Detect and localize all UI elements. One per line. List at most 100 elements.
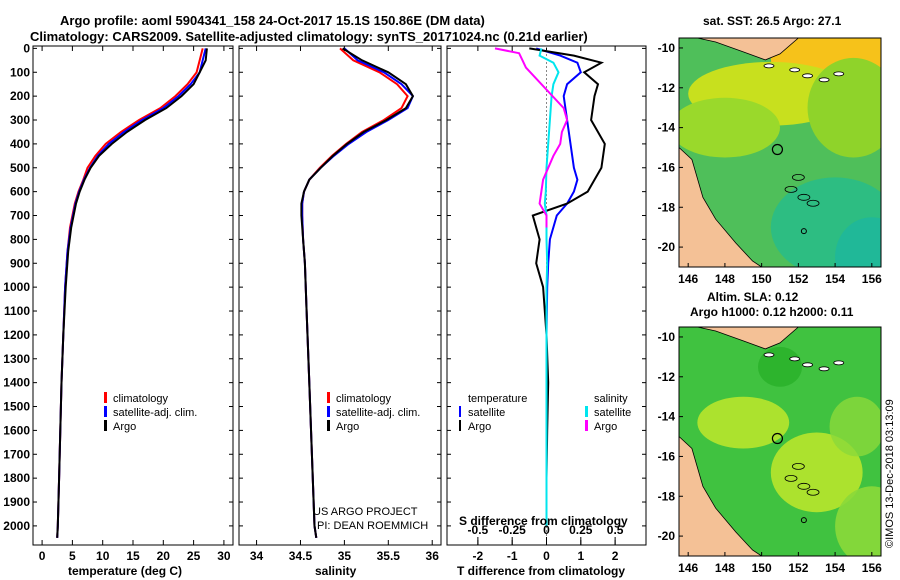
map-frame bbox=[678, 326, 882, 557]
lat-tick-label: -20 bbox=[658, 240, 676, 254]
series-line bbox=[56, 48, 208, 538]
depth-label: 0 bbox=[23, 41, 30, 55]
reef-outline bbox=[806, 199, 820, 207]
legend-swatch-climatology bbox=[327, 392, 330, 403]
depth-label: 200 bbox=[10, 89, 30, 103]
x-tick-label: 30 bbox=[217, 549, 231, 563]
depth-label: 400 bbox=[10, 137, 30, 151]
temperature-panel: 0 5 10 15 20 25 30 bbox=[32, 45, 234, 563]
imos-watermark: ©IMOS 13-Dec-2018 03:13:09 bbox=[884, 399, 896, 548]
s-tick-label: 0 bbox=[543, 523, 550, 537]
x-tick-label: 34 bbox=[250, 549, 264, 563]
island bbox=[789, 356, 801, 362]
island bbox=[802, 73, 813, 79]
land-australia bbox=[679, 435, 763, 556]
lat-tick-label: -10 bbox=[658, 41, 676, 55]
island bbox=[763, 63, 775, 69]
s-tick-label: -0.25 bbox=[499, 523, 527, 537]
x-tick-label: 34.5 bbox=[289, 549, 313, 563]
legend-label-t-argo: Argo bbox=[468, 421, 491, 433]
depth-label: 100 bbox=[10, 65, 30, 79]
s-tick-label: 0.25 bbox=[569, 523, 593, 537]
series-line bbox=[538, 48, 560, 526]
depth-label: 900 bbox=[10, 256, 30, 270]
lon-tick-label: 148 bbox=[715, 272, 735, 286]
reef-outline bbox=[784, 185, 798, 193]
legend-swatch-argo bbox=[104, 420, 107, 431]
minor-marker bbox=[800, 228, 807, 235]
depth-label: 300 bbox=[10, 113, 30, 127]
x-tick-label: 0 bbox=[543, 549, 550, 563]
pi-label: PI: DEAN ROEMMICH bbox=[317, 520, 428, 532]
lat-tick-label: -20 bbox=[658, 529, 676, 543]
field-patch bbox=[757, 346, 803, 387]
legend-label-t-satellite: satellite bbox=[468, 407, 505, 419]
s-difference-label: S difference from climatology bbox=[459, 514, 628, 528]
lon-tick-label: 148 bbox=[715, 561, 735, 575]
lat-tick-label: -12 bbox=[658, 81, 676, 95]
legend-swatch-satellite bbox=[104, 406, 107, 417]
legend-swatch-s-argo bbox=[585, 420, 588, 431]
field-patch bbox=[829, 396, 881, 457]
depth-label: 1700 bbox=[3, 447, 30, 461]
legend-swatch-s-satellite bbox=[585, 406, 588, 417]
land-australia bbox=[679, 146, 763, 267]
plot-frame bbox=[238, 45, 442, 546]
legend-label-climatology: climatology bbox=[336, 393, 392, 405]
island bbox=[789, 67, 801, 73]
lon-tick-label: 152 bbox=[788, 272, 808, 286]
depth-label: 1200 bbox=[3, 328, 30, 342]
island bbox=[818, 366, 830, 372]
reef-outline bbox=[797, 482, 811, 490]
difference-xlabel: T difference from climatology bbox=[457, 564, 625, 578]
depth-label: 1300 bbox=[3, 352, 30, 366]
depth-label: 1600 bbox=[3, 423, 30, 437]
reef-outline bbox=[797, 193, 811, 201]
reef-outline bbox=[791, 462, 805, 470]
map-frame bbox=[678, 37, 882, 268]
depth-label: 800 bbox=[10, 232, 30, 246]
series-line bbox=[529, 47, 606, 526]
lon-tick-label: 146 bbox=[678, 272, 698, 286]
field-patch bbox=[679, 97, 780, 158]
map1-title: sat. SST: 26.5 Argo: 27.1 bbox=[703, 14, 842, 28]
legend-label-argo: Argo bbox=[113, 421, 136, 433]
depth-label: 1100 bbox=[4, 304, 30, 318]
reef-outline bbox=[791, 173, 805, 181]
salinity-legend: climatology satellite-adj. clim. Argo bbox=[327, 392, 420, 433]
x-tick-label: 0 bbox=[39, 549, 46, 563]
lat-tick-label: -18 bbox=[658, 489, 676, 503]
depth-label: 1400 bbox=[3, 376, 30, 390]
map2-title-line2: Argo h1000: 0.12 h2000: 0.11 bbox=[690, 305, 854, 319]
field-patch bbox=[770, 432, 863, 513]
depth-label: 1000 bbox=[3, 280, 30, 294]
legend-swatch-argo bbox=[327, 420, 330, 431]
legend-label-satellite: satellite-adj. clim. bbox=[113, 407, 197, 419]
lon-tick-label: 146 bbox=[678, 561, 698, 575]
island bbox=[833, 71, 845, 77]
x-tick-label: -1 bbox=[507, 549, 518, 563]
x-tick-label: 35.5 bbox=[377, 549, 401, 563]
lat-tick-label: -14 bbox=[658, 121, 676, 135]
map2-title-line1: Altim. SLA: 0.12 bbox=[707, 290, 799, 304]
island bbox=[802, 362, 813, 368]
difference-legend: temperature satellite Argo salinity sate… bbox=[459, 393, 631, 433]
island bbox=[818, 77, 830, 83]
difference-panel: -2 -1 0 1 2 bbox=[446, 45, 647, 563]
s-difference-ticks: -0.5 -0.25 0 0.25 0.5 bbox=[468, 523, 624, 545]
legend-heading-temperature: temperature bbox=[468, 393, 527, 405]
temperature-xlabel: temperature (deg C) bbox=[68, 564, 182, 578]
depth-axis: 0 100 200 300 400 500 600 700 800 900 1000 1100 1200… bbox=[3, 41, 30, 533]
field-patch bbox=[697, 396, 790, 449]
x-tick-label: 10 bbox=[96, 549, 110, 563]
project-label: US ARGO PROJECT bbox=[313, 506, 418, 518]
lat-tick-label: -16 bbox=[658, 160, 676, 174]
depth-label: 1800 bbox=[3, 471, 30, 485]
depth-label: 500 bbox=[10, 161, 30, 175]
legend-heading-salinity: salinity bbox=[594, 393, 628, 405]
title-line-2: Climatology: CARS2009. Satellite-adjuste… bbox=[30, 29, 588, 44]
reef-outline bbox=[784, 474, 798, 482]
land-png bbox=[679, 38, 881, 61]
field-patch bbox=[835, 217, 881, 267]
x-tick-label: 15 bbox=[126, 549, 140, 563]
